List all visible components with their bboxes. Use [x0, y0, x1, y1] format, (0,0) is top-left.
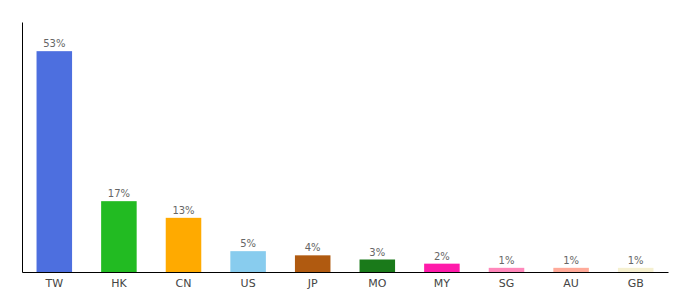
bar [101, 201, 137, 272]
x-tick: AU [563, 277, 579, 290]
bar [166, 218, 202, 272]
x-tick-label: GB [628, 277, 644, 290]
chart-container: TW HK CN US JP MO MY SG AU GB 53% 17% 13% 5% 4% 3% 2% 1% 1… [0, 0, 680, 300]
bar [553, 268, 589, 272]
bar [295, 255, 331, 272]
chart-svg: TW HK CN US JP MO MY SG AU GB 53% 17% 13% 5% 4% 3% 2% 1% 1… [0, 0, 680, 300]
x-tick: CN [176, 277, 192, 290]
y-axis-line [22, 23, 23, 273]
data-label: 2% [434, 251, 450, 262]
data-label: 17% [108, 188, 130, 199]
x-tick: US [241, 277, 256, 290]
bar [360, 260, 396, 273]
data-labels: 53% 17% 13% 5% 4% 3% 2% 1% 1% 1% [43, 38, 643, 266]
x-tick: TW [44, 277, 63, 290]
x-axis: TW HK CN US JP MO MY SG AU GB [23, 273, 669, 290]
data-label: 1% [499, 255, 515, 266]
x-tick: GB [628, 277, 644, 290]
x-tick-label: TW [44, 277, 63, 290]
plot: TW HK CN US JP MO MY SG AU GB 53% 17% 13% 5% 4% 3% 2% 1% 1… [23, 23, 669, 290]
x-tick-label: HK [111, 277, 127, 290]
bar [618, 268, 654, 272]
x-tick: JP [307, 277, 318, 290]
x-tick: HK [111, 277, 127, 290]
data-label: 53% [43, 38, 65, 49]
x-tick: MO [368, 277, 386, 290]
data-label: 1% [628, 255, 644, 266]
bar [37, 51, 73, 272]
x-tick-label: AU [563, 277, 579, 290]
data-label: 4% [305, 242, 321, 253]
data-label: 5% [240, 238, 256, 249]
x-tick: SG [499, 277, 515, 290]
x-tick-label: CN [176, 277, 192, 290]
x-tick-label: JP [307, 277, 318, 290]
x-tick-label: US [241, 277, 256, 290]
data-label: 13% [172, 205, 194, 216]
bar [424, 264, 460, 272]
bars [37, 51, 654, 272]
data-label: 1% [563, 255, 579, 266]
x-tick: MY [434, 277, 450, 290]
bar [489, 268, 525, 272]
x-axis-line [23, 272, 669, 273]
x-tick-label: MY [434, 277, 450, 290]
y-axis [22, 23, 23, 273]
bar [230, 251, 266, 272]
x-tick-label: SG [499, 277, 515, 290]
data-label: 3% [369, 247, 385, 258]
x-tick-label: MO [368, 277, 386, 290]
